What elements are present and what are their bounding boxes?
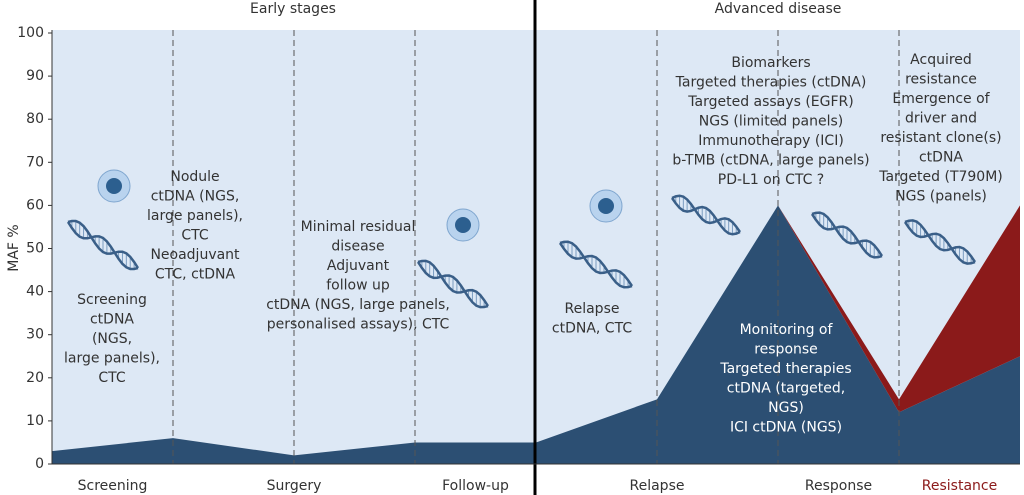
annotation: (NGS, xyxy=(92,331,132,347)
annotation: ctDNA (NGS, large panels, xyxy=(266,297,450,313)
dna-strand xyxy=(66,221,139,271)
annotation: ctDNA xyxy=(919,150,963,166)
x-tick-label: Relapse xyxy=(630,478,685,494)
y-tick-label: 80 xyxy=(26,111,44,127)
section-title: Early stages xyxy=(250,1,336,17)
x-tick-label: Screening xyxy=(78,478,148,494)
annotation: personalised assays), CTC xyxy=(267,317,450,333)
y-tick-label: 70 xyxy=(26,154,44,170)
annotation: b-TMB (ctDNA, large panels) xyxy=(672,153,869,169)
section-title: Advanced disease xyxy=(715,1,842,17)
y-tick-label: 60 xyxy=(26,197,44,213)
y-axis-label: MAF % xyxy=(6,224,22,271)
annotation: response xyxy=(754,342,818,358)
dna-strand xyxy=(417,259,490,307)
annotation: Adjuvant xyxy=(327,258,390,274)
annotation: large panels), xyxy=(147,208,243,224)
annotation: disease xyxy=(331,239,384,255)
annotation: resistant clone(s) xyxy=(880,130,1001,146)
annotation: Targeted assays (EGFR) xyxy=(687,94,853,110)
annotation: Targeted (T790M) xyxy=(878,169,1003,185)
y-tick-label: 100 xyxy=(17,25,44,41)
dna-strand xyxy=(67,219,140,269)
annotation: Nodule xyxy=(170,169,219,185)
x-tick-label: Follow-up xyxy=(442,478,509,494)
annotation: follow up xyxy=(326,278,390,294)
annotation: Minimal residual xyxy=(301,219,416,235)
cell-nucleus xyxy=(598,198,614,214)
dna-strand xyxy=(416,261,489,309)
annotation: Immunotherapy (ICI) xyxy=(698,133,844,149)
chart-layer: 0 10 20 30 40 50 60 70 80 90 100 Screening Surgery Fo… xyxy=(17,25,1003,494)
annotation: NGS (limited panels) xyxy=(699,114,843,130)
cell-nucleus xyxy=(455,217,471,233)
annotation: Emergence of xyxy=(892,91,990,107)
annotation: Monitoring of xyxy=(740,322,834,338)
y-tick-label: 50 xyxy=(26,241,44,257)
y-tick-label: 10 xyxy=(26,413,44,429)
annotation: Neoadjuvant xyxy=(150,247,240,263)
annotation: ctDNA, CTC xyxy=(552,321,632,337)
cell-nucleus xyxy=(106,178,122,194)
annotation: Relapse xyxy=(565,301,620,317)
annotation: PD-L1 on CTC ? xyxy=(718,172,824,188)
annotation: ctDNA xyxy=(90,312,134,328)
annotation: CTC xyxy=(181,228,209,244)
annotation: Acquired xyxy=(910,52,972,68)
annotation: large panels), xyxy=(64,351,160,367)
area xyxy=(778,205,1020,413)
annotation: Screening xyxy=(77,292,147,308)
decorations xyxy=(66,30,977,464)
annotation: Biomarkers xyxy=(731,55,810,71)
annotation: Targeted therapies xyxy=(719,361,851,377)
dna-strand xyxy=(811,211,884,257)
annotation: ctDNA (targeted, xyxy=(727,381,845,397)
annotation: resistance xyxy=(905,72,977,88)
x-tick-label: Resistance xyxy=(922,478,997,494)
annotation: NGS) xyxy=(768,400,804,416)
dna-strand xyxy=(671,194,742,233)
x-tick-label: Response xyxy=(805,478,872,494)
y-tick-label: 30 xyxy=(26,327,44,343)
annotation: ICI ctDNA (NGS) xyxy=(730,420,842,436)
y-tick-label: 90 xyxy=(26,68,44,84)
annotation: Targeted therapies (ctDNA) xyxy=(675,75,867,91)
y-tick-label: 20 xyxy=(26,370,44,386)
dna-strand xyxy=(810,213,883,259)
x-tick-label: Surgery xyxy=(267,478,322,494)
annotation: NGS (panels) xyxy=(895,189,987,205)
dna-strand xyxy=(559,240,634,287)
dna-strand xyxy=(904,219,977,263)
annotation: CTC xyxy=(98,370,126,386)
y-tick-label: 40 xyxy=(26,284,44,300)
y-tick-label: 0 xyxy=(35,456,44,472)
dna-strand xyxy=(903,221,976,265)
dna-strand xyxy=(558,242,633,289)
dna-strand xyxy=(670,197,741,236)
annotation: ctDNA (NGS, xyxy=(151,189,240,205)
annotation: CTC, ctDNA xyxy=(155,267,236,283)
annotation: driver and xyxy=(905,111,977,127)
